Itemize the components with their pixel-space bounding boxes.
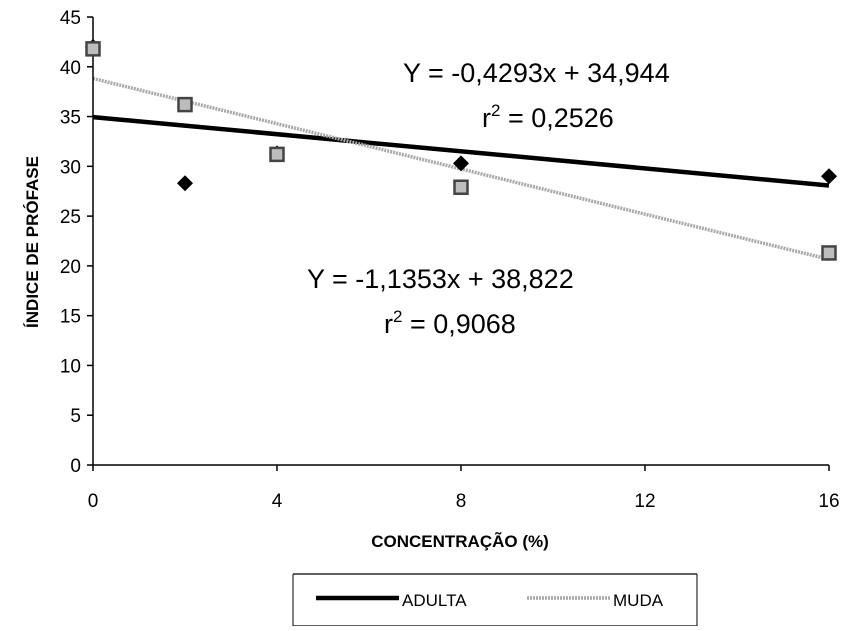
y-tick-label: 5 [70,406,81,427]
muda-r2-value: = 0,9068 [402,309,515,339]
trendline-adulta [92,114,830,188]
point-muda [85,41,101,57]
ticks: 0 5 10 15 20 25 30 35 40 45 0 4 8 12 16 [60,8,840,512]
x-tick-label: 4 [272,491,283,512]
point-muda [177,96,193,113]
data-points [85,38,837,261]
muda-r2-sup: 2 [393,307,402,326]
y-axis-title: ÍNDICE DE PRÓFASE [23,156,42,328]
point-muda [453,179,469,195]
legend-label-muda: MUDA [613,591,664,610]
y-tick-label: 40 [60,58,81,79]
muda-equation: Y = -1,1353x + 38,822 [307,264,574,294]
legend: ADULTA MUDA [292,573,698,627]
adulta-r2-prefix: r [482,103,491,133]
point-adulta [177,175,193,192]
adulta-r2-sup: 2 [491,101,500,120]
x-axis-title: CONCENTRAÇÃO (%) [371,531,549,551]
x-tick-label: 16 [818,491,839,512]
y-tick-label: 20 [60,257,81,278]
y-tick-label: 30 [60,157,81,178]
point-muda [821,245,837,261]
x-tick-label: 12 [634,491,655,512]
point-adulta [453,155,469,172]
adulta-r2-value: = 0,2526 [500,103,613,133]
point-adulta [821,168,837,185]
x-tick-label: 0 [88,491,99,512]
y-tick-label: 25 [60,207,81,228]
legend-label-adulta: ADULTA [402,591,467,610]
muda-r2-prefix: r [384,309,393,339]
adulta-r2: r2 = 0,2526 [482,101,614,133]
point-muda [269,146,285,163]
y-tick-label: 0 [70,456,81,477]
y-tick-label: 10 [60,356,81,377]
y-tick-label: 45 [60,8,81,29]
muda-r2: r2 = 0,9068 [384,307,516,339]
y-tick-label: 15 [60,307,81,328]
y-tick-label: 35 [60,108,81,129]
adulta-equation: Y = -0,4293x + 34,944 [403,58,670,88]
x-tick-label: 8 [456,491,467,512]
